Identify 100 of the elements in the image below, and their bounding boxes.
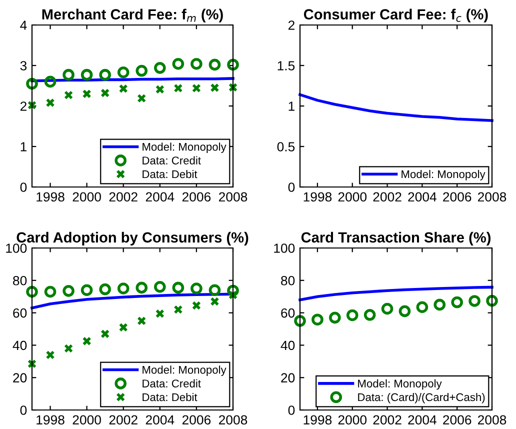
- point: [210, 296, 220, 306]
- point: [155, 84, 164, 94]
- legend-label: Model: Monopoly: [402, 170, 486, 180]
- y-tick-label: 2: [288, 20, 294, 30]
- point: [381, 302, 394, 315]
- point: [118, 322, 128, 332]
- point: [210, 83, 220, 92]
- point: [62, 285, 74, 297]
- point: [118, 84, 128, 94]
- x-tick-label: 2008: [218, 415, 248, 425]
- x-tick-label: 2002: [373, 192, 402, 202]
- point: [468, 295, 480, 307]
- point: [26, 286, 38, 298]
- y-tick-label: 0.5: [277, 142, 295, 152]
- y-tick-label: 1.5: [278, 61, 295, 70]
- point: [172, 282, 184, 294]
- point: [117, 282, 130, 294]
- legend-label: Model: Monopoly: [142, 142, 226, 153]
- point: [44, 286, 56, 298]
- point: [117, 66, 130, 78]
- point: [82, 336, 92, 346]
- x-tick-label: 2004: [146, 192, 174, 202]
- x-tick-label: 2002: [109, 415, 138, 425]
- point: [27, 100, 37, 110]
- x-tick-label: 2006: [443, 192, 472, 202]
- legend-label: Data: (Card)/(Card+Cash): [358, 392, 485, 404]
- point: [99, 68, 111, 81]
- y-tick-label: 20: [281, 373, 295, 383]
- x-tick-label: 2004: [146, 415, 174, 425]
- y-tick-label: 0: [20, 182, 27, 192]
- point: [329, 312, 341, 324]
- legend-label: Data: Credit: [142, 156, 201, 164]
- y-tick-label: 80: [13, 276, 27, 286]
- point: [174, 305, 183, 314]
- legend-label: Data: Debit: [142, 392, 198, 402]
- point: [172, 58, 184, 70]
- point: [46, 350, 55, 360]
- point: [227, 284, 239, 297]
- chart-title: Card Transaction Share (%): [301, 232, 491, 246]
- x-tick-label: 2008: [478, 415, 506, 425]
- point: [190, 58, 202, 70]
- point: [155, 309, 164, 318]
- x-tick-label: 2008: [218, 192, 248, 202]
- point: [154, 280, 166, 293]
- point: [486, 294, 498, 307]
- x-tick-label: 2000: [338, 415, 367, 425]
- y-tick-label: 0: [20, 406, 27, 415]
- point: [27, 359, 37, 368]
- x-tick-label: 2000: [72, 415, 101, 425]
- y-tick-label: 1: [20, 142, 26, 152]
- point: [80, 284, 93, 296]
- x-tick-label: 2004: [408, 415, 436, 425]
- point: [227, 58, 239, 71]
- point: [416, 301, 428, 314]
- x-tick-label: 1998: [304, 192, 332, 202]
- x-tick-label: 2004: [408, 192, 436, 202]
- point: [62, 68, 74, 81]
- point: [208, 58, 221, 71]
- y-tick-label: 100: [274, 244, 295, 253]
- legend-label: Data: Debit: [142, 170, 198, 178]
- line-series: [298, 286, 494, 302]
- point: [190, 282, 202, 294]
- point: [26, 78, 38, 90]
- y-tick-label: 1: [288, 102, 294, 111]
- x-tick-label: 2006: [182, 192, 211, 202]
- chart-title: Consumer Card Fee: f$_{c}$ (%): [304, 8, 488, 22]
- chart-title: Merchant Card Fee: f$_{m}$ (%): [42, 8, 223, 22]
- point: [136, 64, 148, 77]
- point: [46, 98, 55, 108]
- x-tick-label: 2002: [373, 415, 402, 425]
- legend-label: Model: Monopoly: [142, 366, 226, 376]
- point: [137, 316, 146, 326]
- point: [64, 90, 74, 100]
- point: [137, 94, 146, 103]
- legend-label: Model: Monopoly: [358, 379, 442, 390]
- x-tick-label: 2006: [443, 415, 472, 425]
- point: [99, 283, 111, 296]
- y-tick-label: 0: [288, 182, 295, 192]
- y-tick-label: 40: [280, 340, 295, 350]
- point: [434, 298, 446, 311]
- point: [80, 68, 93, 81]
- point: [192, 84, 201, 93]
- point: [208, 284, 221, 296]
- x-tick-label: 2002: [109, 192, 138, 202]
- point: [228, 290, 238, 300]
- x-tick-label: 2006: [182, 415, 211, 425]
- y-tick-label: 0: [288, 406, 295, 415]
- legend-label: Data: Credit: [142, 379, 201, 388]
- x-tick-label: 2000: [72, 192, 101, 202]
- point: [44, 76, 56, 88]
- point: [192, 300, 201, 310]
- x-tick-label: 1998: [36, 192, 64, 202]
- y-tick-label: 60: [13, 308, 27, 318]
- point: [364, 309, 376, 321]
- y-tick-label: 40: [12, 340, 27, 350]
- x-tick-label: 2008: [478, 192, 506, 202]
- point: [64, 344, 74, 353]
- point: [228, 82, 238, 92]
- point: [174, 84, 183, 93]
- point: [136, 282, 148, 294]
